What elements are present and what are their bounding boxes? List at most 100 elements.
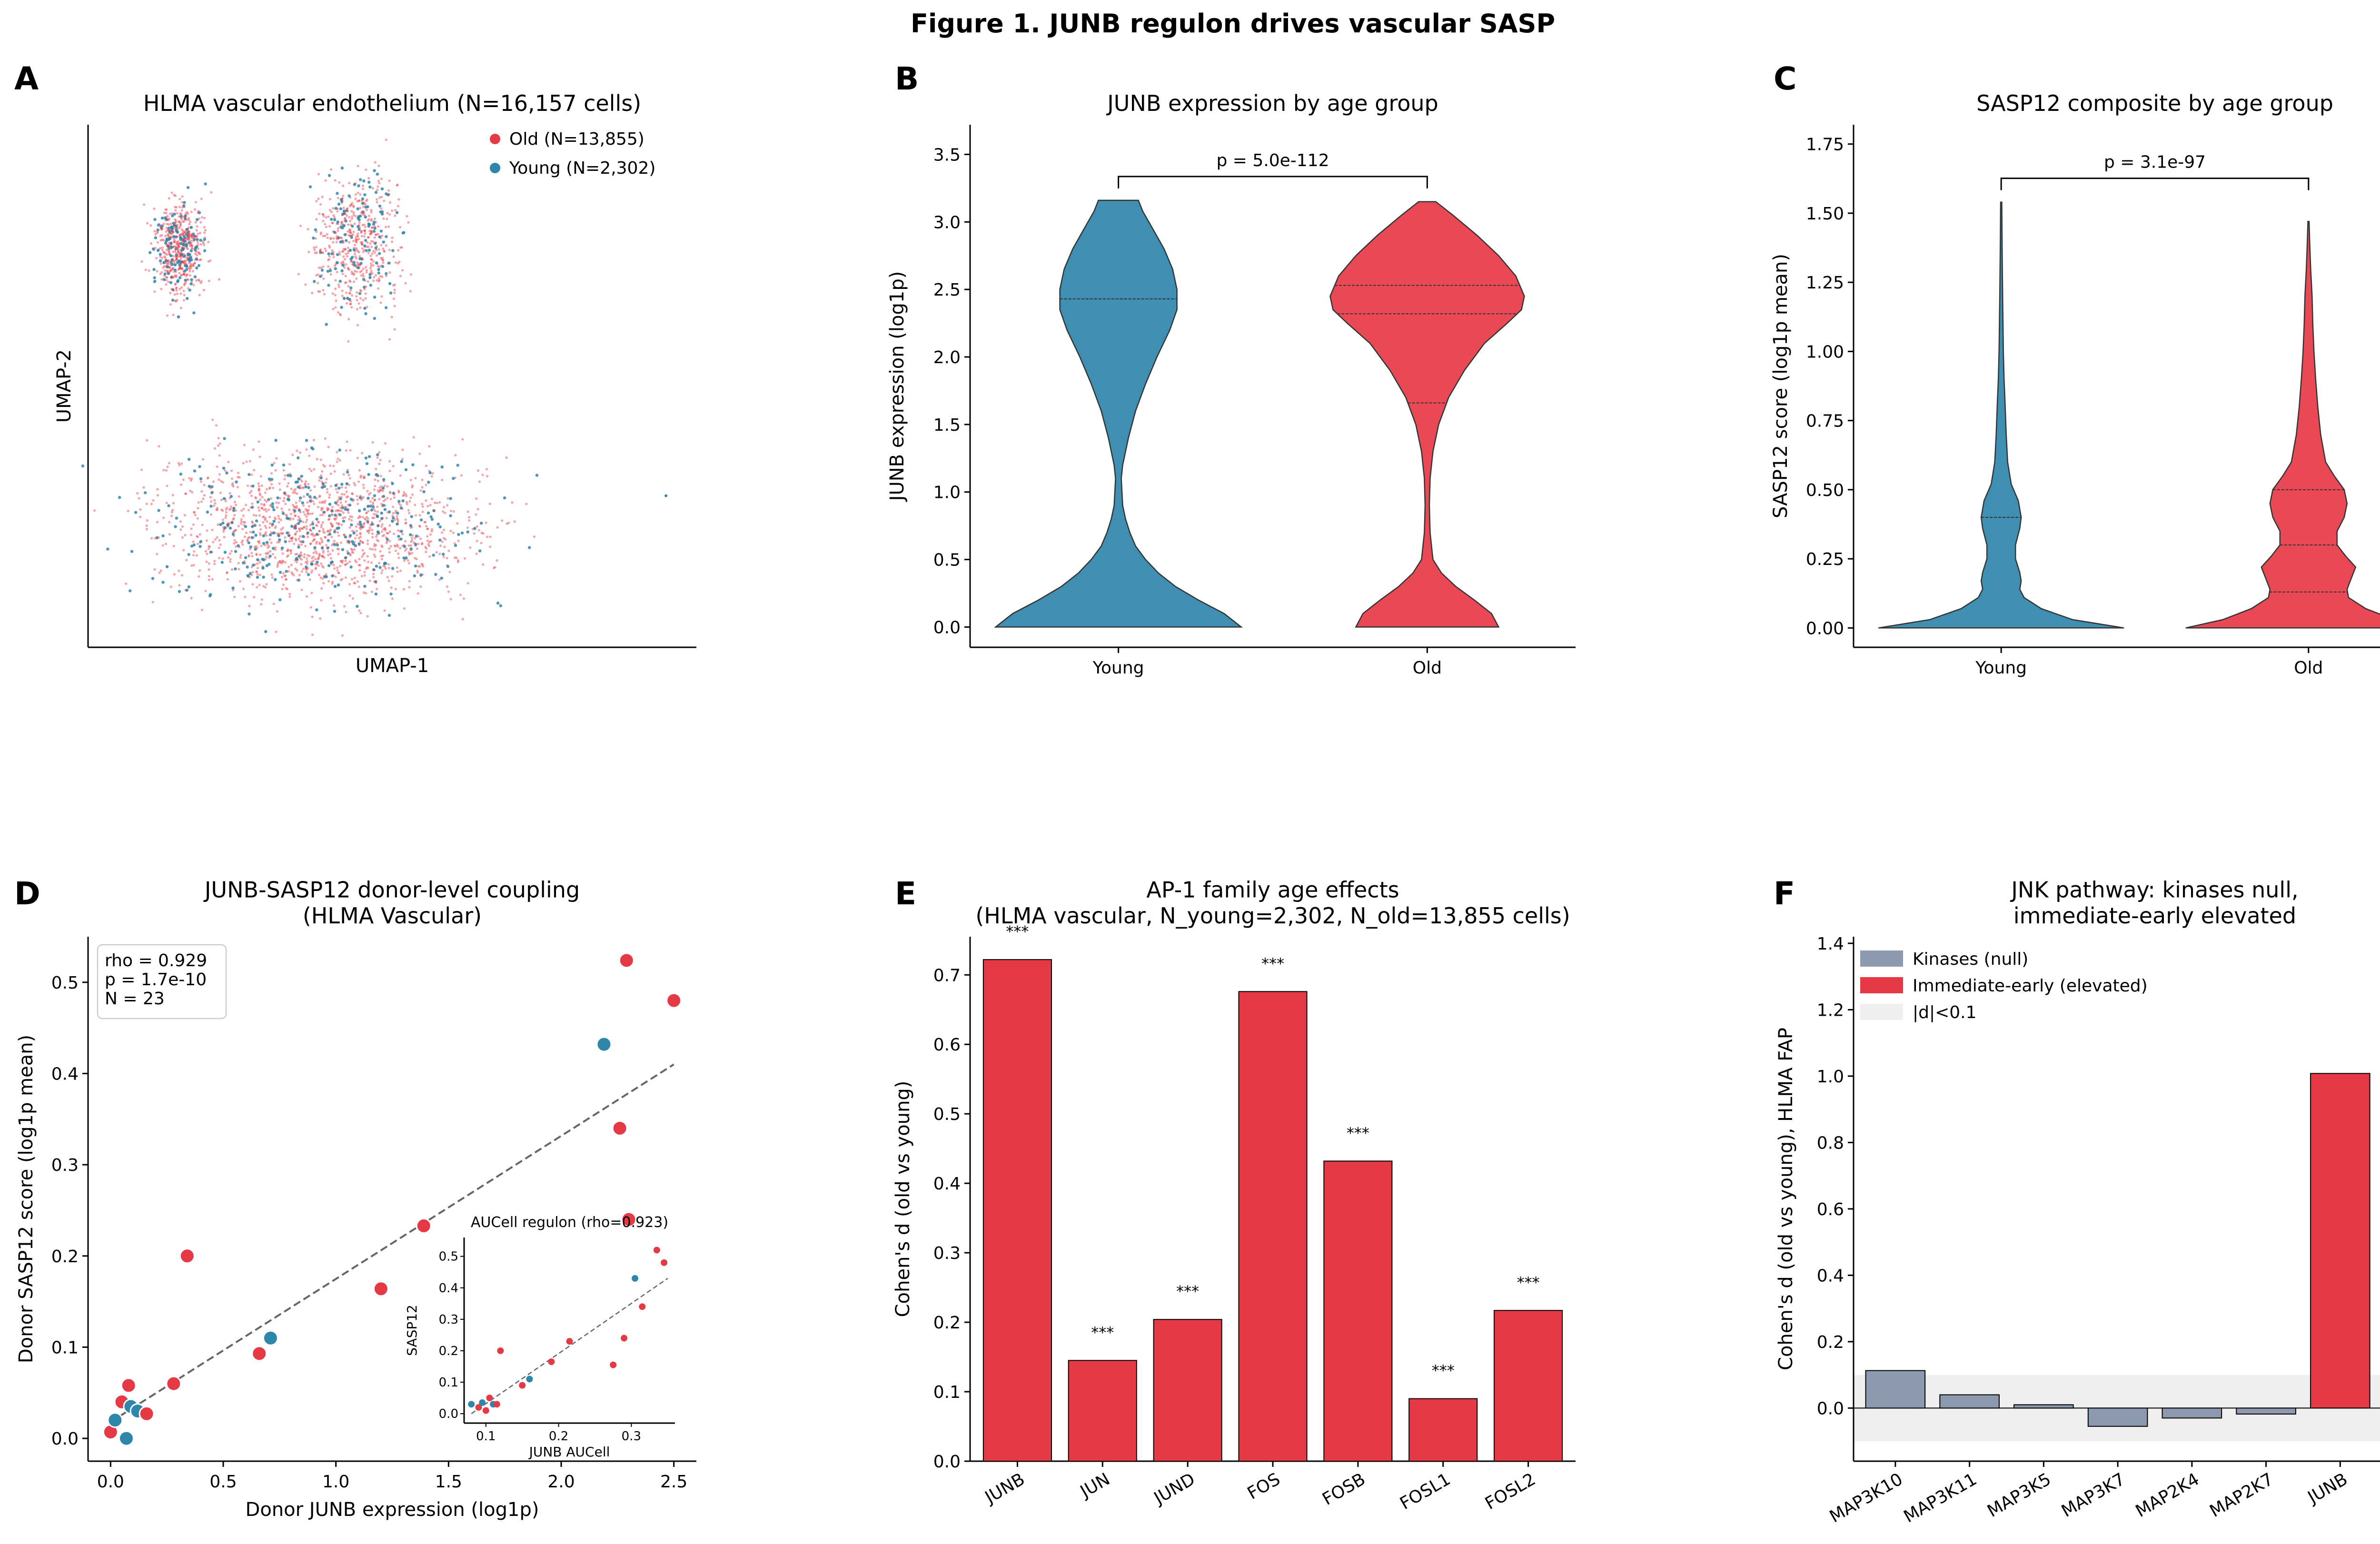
old-cell-dot (366, 555, 369, 558)
young-cell-dot (333, 610, 337, 613)
old-cell-dot (187, 247, 189, 250)
young-cell-dot (193, 275, 197, 278)
old-cell-dot (205, 560, 208, 563)
young-cell-dot (301, 534, 305, 538)
old-cell-dot (199, 480, 203, 483)
old-cell-dot (344, 212, 347, 216)
old-cell-dot (223, 527, 226, 530)
young-cell-dot (173, 263, 177, 267)
old-cell-dot (338, 313, 342, 316)
old-cell-dot (196, 241, 199, 244)
old-cell-dot (364, 266, 367, 268)
old-cell-dot (173, 245, 176, 248)
old-cell-dot (345, 556, 347, 559)
old-cell-dot (190, 233, 193, 236)
young-cell-dot (185, 588, 188, 592)
young-cell-dot (346, 470, 349, 474)
old-cell-dot (459, 594, 462, 596)
old-cell-dot (350, 519, 353, 522)
old-cell-dot (232, 485, 235, 488)
old-cell-dot (217, 444, 220, 447)
old-cell-dot (304, 508, 307, 511)
old-cell-dot (361, 526, 364, 529)
old-cell-dot (318, 543, 321, 545)
old-cell-dot (384, 442, 387, 445)
old-cell-dot (317, 521, 320, 524)
old-cell-dot (163, 255, 166, 258)
old-cell-dot (339, 560, 342, 563)
young-cell-dot (175, 254, 178, 257)
old-cell-dot (427, 544, 431, 547)
old-cell-dot (399, 474, 402, 477)
old-cell-dot (368, 229, 371, 232)
old-cell-dot (411, 552, 414, 554)
old-cell-dot (178, 198, 181, 200)
young-cell-dot (246, 565, 249, 569)
old-cell-dot (396, 517, 398, 520)
old-cell-dot (197, 543, 199, 545)
young-cell-dot (446, 564, 450, 568)
old-cell-dot (163, 211, 166, 214)
old-cell-dot (380, 554, 383, 558)
old-cell-dot (186, 242, 189, 245)
umap-cells (81, 139, 539, 637)
old-cell-dot (182, 260, 185, 263)
old-cell-dot (365, 515, 368, 518)
old-cell-dot (169, 222, 172, 225)
old-cell-dot (166, 276, 169, 279)
old-cell-dot (278, 497, 282, 500)
old-cell-dot (348, 292, 351, 295)
old-cell-dot (173, 194, 176, 197)
old-cell-dot (380, 503, 383, 505)
old-cell-dot (351, 515, 354, 518)
old-cell-dot (319, 233, 322, 236)
old-cell-dot (148, 269, 150, 272)
young-cell-dot (153, 276, 156, 279)
old-cell-dot (340, 220, 344, 224)
old-cell-dot (194, 221, 197, 224)
old-cell-dot (250, 473, 253, 476)
old-cell-dot (365, 268, 368, 272)
young-cell-dot (337, 486, 341, 490)
old-cell-dot (288, 595, 291, 598)
old-cell-dot (180, 228, 183, 231)
old-cell-dot (161, 227, 164, 230)
old-cell-dot (403, 607, 406, 610)
old-cell-dot (429, 504, 432, 506)
young-cell-dot (385, 272, 388, 276)
old-cell-dot (160, 234, 163, 237)
old-cell-dot (358, 526, 361, 529)
old-cell-dot (373, 276, 376, 279)
old-cell-dot (200, 216, 204, 219)
old-cell-dot (349, 223, 352, 226)
panel-d-x-tick-label: 1.5 (435, 1472, 462, 1492)
young-cell-dot (336, 253, 339, 257)
old-cell-dot (191, 264, 195, 267)
old-cell-dot (336, 509, 339, 512)
old-cell-dot (367, 218, 370, 221)
old-cell-dot (145, 528, 148, 531)
old-cell-dot (373, 580, 376, 583)
old-cell-dot (327, 554, 330, 556)
old-cell-dot (298, 529, 301, 533)
old-cell-dot (334, 231, 337, 234)
old-cell-dot (287, 554, 290, 557)
old-cell-dot (175, 252, 178, 255)
old-cell-dot (205, 539, 208, 542)
young-cell-dot (313, 546, 317, 549)
old-cell-dot (373, 225, 376, 228)
old-cell-dot (362, 476, 365, 479)
old-cell-dot (274, 556, 277, 559)
old-cell-dot (361, 184, 365, 187)
old-cell-dot (168, 462, 170, 465)
young-cell-dot (313, 280, 316, 283)
young-cell-dot (157, 509, 160, 512)
old-cell-dot (178, 271, 181, 275)
young-cell-dot (336, 526, 339, 530)
old-cell-dot (321, 555, 324, 558)
old-cell-dot (326, 236, 329, 239)
young-cell-dot (365, 462, 369, 465)
young-cell-dot (175, 225, 178, 228)
young-cell-dot (169, 226, 173, 229)
old-cell-dot (421, 563, 424, 566)
